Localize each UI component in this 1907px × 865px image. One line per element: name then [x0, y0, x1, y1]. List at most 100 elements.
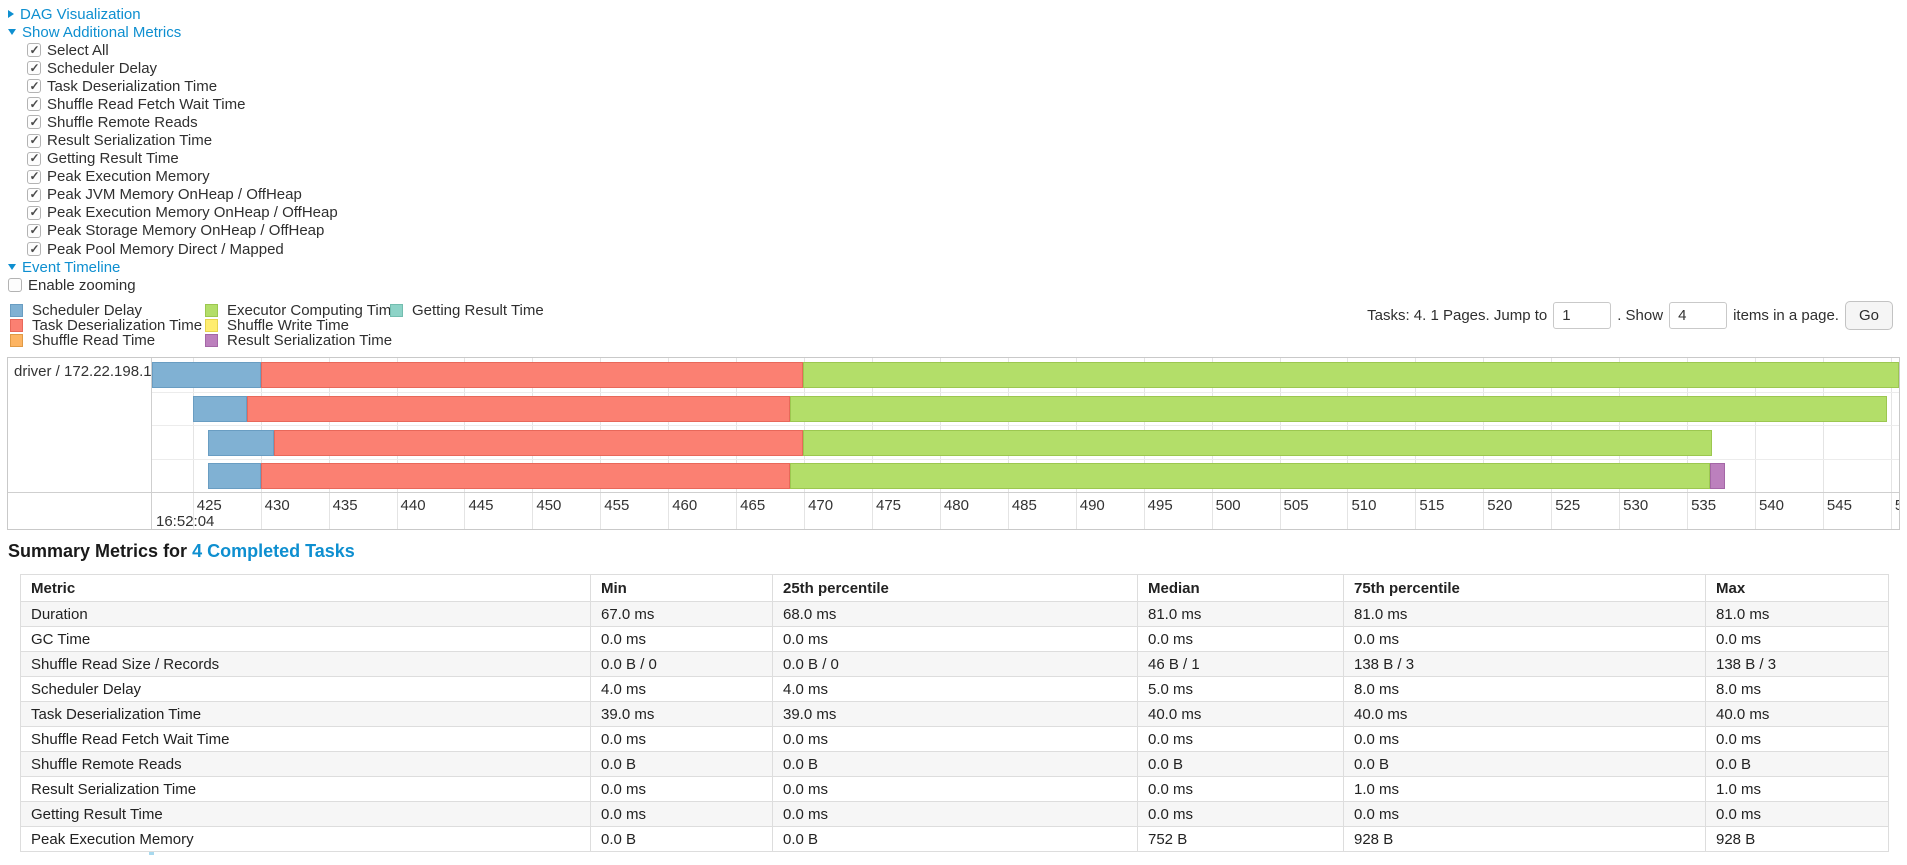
- axis-tick-area: 425 430 435 440 445 450 455 460 465 470 475 480 485 4…: [152, 493, 1899, 529]
- metric-name-cell: GC Time: [20, 626, 591, 652]
- scheduler-delay-bar[interactable]: [192, 395, 248, 422]
- event-timeline-link[interactable]: Event Timeline: [22, 258, 121, 276]
- metric-checkbox-label[interactable]: Task Deserialization Time: [47, 77, 218, 95]
- executor-computing-bar[interactable]: [802, 362, 1899, 388]
- metric-checkbox-11[interactable]: [27, 242, 41, 257]
- metric-value-cell: 40.0 ms: [1705, 701, 1889, 727]
- metric-checkbox-label[interactable]: Result Serialization Time: [47, 132, 213, 150]
- axis-tick-label: 525: [1555, 497, 1581, 514]
- metric-checkbox-8[interactable]: [27, 187, 41, 202]
- metric-checkbox-0[interactable]: [27, 43, 41, 58]
- metric-checkbox-1[interactable]: [27, 61, 41, 76]
- metric-checkbox-label[interactable]: Peak Storage Memory OnHeap / OffHeap: [47, 222, 325, 240]
- task-deserialization-bar[interactable]: [260, 362, 803, 388]
- metric-value-cell: 81.0 ms: [1705, 601, 1889, 627]
- task-deserialization-bar[interactable]: [260, 463, 791, 490]
- metric-value-cell: 752 B: [1137, 826, 1344, 852]
- jump-to-page-input[interactable]: [1553, 301, 1612, 329]
- metric-checkbox-label[interactable]: Peak JVM Memory OnHeap / OffHeap: [47, 186, 302, 204]
- legend-label: Result Serialization Time: [227, 331, 393, 349]
- scheduler-delay-bar[interactable]: [152, 362, 261, 388]
- summary-heading-prefix: Summary Metrics for: [8, 541, 193, 561]
- axis-tick-label: 510: [1351, 497, 1377, 514]
- axis-gridline: [328, 493, 330, 529]
- metric-checkbox-label[interactable]: Scheduler Delay: [47, 59, 158, 77]
- event-timeline-chart: driver / 172.22.198.104 4254304354404454…: [7, 357, 1900, 530]
- executor-group-label: driver / 172.22.198.104: [8, 358, 152, 492]
- axis-tick-label: 545: [1826, 497, 1852, 514]
- scheduler-delay-swatch: [10, 303, 23, 317]
- metric-value-cell: 1.0 ms: [1705, 776, 1889, 802]
- enable-zooming-row: Enable zooming: [8, 276, 338, 294]
- stage-controls: DAG Visualization Show Additional Metric…: [8, 5, 338, 294]
- metric-checkbox-3[interactable]: [27, 97, 41, 112]
- metric-value-cell: 138 B / 3: [1343, 651, 1706, 677]
- axis-tick-label: 475: [875, 497, 902, 514]
- dag-visualization-link[interactable]: DAG Visualization: [20, 5, 141, 23]
- axis-gridline: [1755, 493, 1756, 529]
- metric-checkbox-label[interactable]: Shuffle Read Fetch Wait Time: [47, 95, 246, 113]
- metric-checkbox-4[interactable]: [27, 115, 41, 130]
- metric-option-row: Peak Pool Memory Direct / Mapped: [27, 240, 338, 258]
- executor-computing-bar[interactable]: [802, 429, 1712, 456]
- metric-checkbox-label[interactable]: Shuffle Remote Reads: [47, 113, 198, 131]
- go-button[interactable]: Go: [1844, 300, 1893, 330]
- axis-gridline: [1619, 493, 1621, 529]
- executor-computing-bar[interactable]: [790, 463, 1711, 490]
- column-header: Median: [1137, 574, 1344, 602]
- table-row: GC Time 0.0 ms 0.0 ms 0.0 ms 0.0 ms 0.0 ms: [20, 626, 1889, 652]
- table-row: Shuffle Read Size / Records 0.0 B / 0 0.0 …: [20, 651, 1889, 677]
- legend-item: Scheduler Delay: [10, 301, 205, 319]
- column-header: 75th percentile: [1343, 574, 1706, 602]
- metric-checkbox-label[interactable]: Getting Result Time: [47, 150, 179, 168]
- completed-tasks-link[interactable]: 4 Completed Tasks: [192, 541, 355, 561]
- axis-tick-label: 530: [1623, 497, 1649, 514]
- legend-item: Shuffle Write Time: [205, 317, 390, 334]
- enable-zooming-checkbox[interactable]: [8, 278, 22, 293]
- metric-value-cell: 0.0 B: [1705, 751, 1889, 777]
- task-deserialization-bar[interactable]: [274, 429, 803, 456]
- metric-value-cell: 5.0 ms: [1137, 676, 1344, 702]
- clipped-element-fragment: [149, 852, 154, 855]
- metric-checkbox-label[interactable]: Peak Execution Memory: [47, 168, 210, 186]
- metric-name-cell: Peak Execution Memory: [20, 826, 591, 852]
- legend-column: Scheduler Delay Task Deserialization Time…: [10, 301, 205, 349]
- legend-label: Scheduler Delay: [32, 301, 143, 319]
- metric-checkbox-label[interactable]: Select All: [47, 41, 109, 59]
- metric-checkbox-10[interactable]: [27, 223, 41, 238]
- task-deserialization-bar[interactable]: [247, 395, 791, 422]
- scheduler-delay-bar[interactable]: [207, 429, 275, 456]
- metric-value-cell: 68.0 ms: [772, 601, 1138, 627]
- axis-major-time-label: 16:52:04: [156, 513, 215, 529]
- metric-value-cell: 0.0 ms: [1137, 726, 1344, 752]
- metric-checkbox-label[interactable]: Peak Execution Memory OnHeap / OffHeap: [47, 204, 338, 222]
- timeline-plot-area[interactable]: [152, 358, 1899, 492]
- metric-checkbox-5[interactable]: [27, 133, 41, 148]
- metric-option-row: Scheduler Delay: [27, 59, 338, 77]
- metric-checkbox-9[interactable]: [27, 205, 41, 220]
- metric-name-cell: Scheduler Delay: [20, 676, 591, 702]
- timeline-body: driver / 172.22.198.104: [8, 358, 1899, 492]
- metric-checkbox-6[interactable]: [27, 151, 41, 166]
- legend-item: Getting Result Time: [390, 302, 544, 319]
- metric-value-cell: 0.0 B: [1137, 751, 1344, 777]
- legend-label: Task Deserialization Time: [32, 316, 203, 334]
- show-additional-metrics-link[interactable]: Show Additional Metrics: [22, 23, 182, 41]
- metric-checkbox-label[interactable]: Peak Pool Memory Direct / Mapped: [47, 240, 284, 258]
- result-serialization-bar[interactable]: [1710, 463, 1726, 490]
- metric-value-cell: 0.0 ms: [1343, 801, 1706, 827]
- event-timeline-toggle[interactable]: Event Timeline: [8, 258, 338, 276]
- metric-checkbox-2[interactable]: [27, 79, 41, 94]
- metric-value-cell: 1.0 ms: [1343, 776, 1706, 802]
- enable-zooming-label[interactable]: Enable zooming: [28, 276, 136, 294]
- dag-visualization-toggle[interactable]: DAG Visualization: [8, 5, 338, 23]
- items-per-page-input[interactable]: [1669, 301, 1728, 329]
- metric-checkbox-7[interactable]: [27, 169, 41, 184]
- axis-gridline: [1347, 493, 1349, 529]
- scheduler-delay-bar[interactable]: [207, 463, 261, 490]
- table-row: Scheduler Delay 4.0 ms 4.0 ms 5.0 ms 8.0 ms 8…: [20, 676, 1889, 702]
- metric-value-cell: 8.0 ms: [1343, 676, 1706, 702]
- executor-computing-bar[interactable]: [790, 395, 1887, 422]
- legend-item: Result Serialization Time: [205, 331, 393, 349]
- show-additional-metrics-toggle[interactable]: Show Additional Metrics: [8, 23, 338, 41]
